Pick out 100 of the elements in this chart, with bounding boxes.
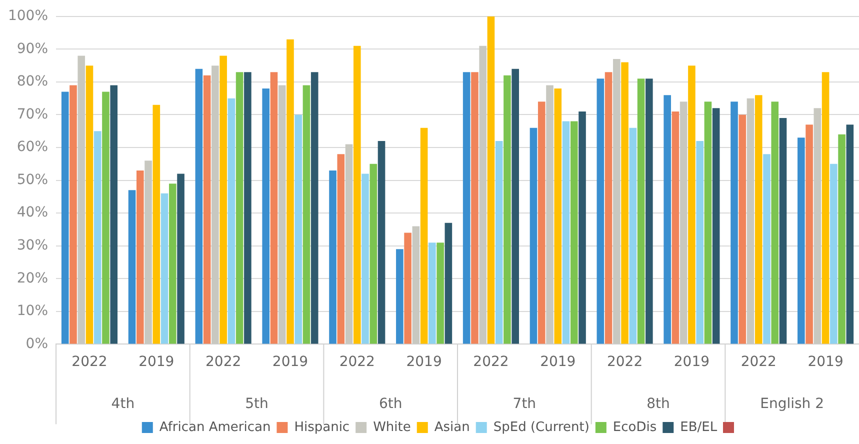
x-tick-label: 2022 (205, 354, 242, 370)
bar (177, 174, 184, 344)
bar (806, 124, 813, 344)
bar (462, 72, 470, 344)
bar (353, 46, 361, 344)
bar (228, 98, 236, 344)
bar (570, 121, 578, 344)
bar (203, 75, 211, 344)
bar (94, 131, 102, 344)
bar (578, 111, 586, 344)
bar (814, 108, 822, 344)
bar (688, 66, 696, 344)
bar (838, 134, 846, 344)
bar (396, 249, 404, 344)
bar (629, 128, 637, 344)
bar (136, 170, 144, 344)
legend-label: SpEd (Current) (493, 420, 590, 435)
bar (262, 88, 270, 344)
bar (152, 104, 160, 344)
text: 4th (111, 396, 135, 412)
bar (212, 66, 219, 344)
bar (613, 59, 620, 344)
bar (680, 102, 688, 344)
bar (822, 72, 830, 344)
bar (128, 190, 136, 344)
bar (270, 72, 278, 344)
bar (244, 72, 252, 344)
legend-label: African American (159, 420, 271, 435)
x-tick-label: 2022 (72, 354, 108, 370)
bar (420, 128, 428, 344)
legend-label: Asian (434, 420, 470, 435)
bar (168, 184, 176, 344)
bar (294, 114, 302, 344)
y-tick-label: 100% (8, 8, 48, 24)
x-tick-label: 2022 (740, 354, 776, 370)
y-tick-label: 30% (16, 238, 48, 254)
bar (278, 85, 286, 344)
bar (404, 232, 412, 344)
bar (337, 154, 345, 344)
x-tick-label: 2022 (339, 354, 375, 370)
bar (738, 114, 746, 344)
bar (495, 140, 503, 344)
bar (754, 95, 762, 344)
bar (763, 154, 770, 344)
bar (444, 222, 452, 344)
legend-label: EB/EL (680, 420, 718, 435)
bar (110, 85, 118, 344)
legend-label: EcoDis (612, 420, 657, 435)
y-tick-label: 10% (16, 303, 48, 320)
bar (712, 108, 720, 344)
y-tick-label: 0% (26, 336, 48, 352)
bar (78, 56, 86, 344)
text: 7th (512, 396, 536, 412)
bar (70, 85, 77, 344)
text: 6th (378, 396, 402, 412)
bar (664, 95, 671, 344)
x-tick-label: 2019 (674, 354, 710, 370)
y-tick-label: 60% (16, 139, 48, 156)
bar (646, 78, 653, 344)
bar (61, 92, 69, 344)
bar (362, 174, 369, 344)
bar (830, 164, 838, 344)
bar (195, 68, 203, 344)
bar (538, 102, 546, 344)
bar (621, 62, 628, 344)
x-tick-label: 2022 (473, 354, 509, 370)
bar (412, 226, 420, 344)
legend-label: Hispanic (294, 420, 350, 435)
bar (370, 164, 378, 344)
bar (487, 16, 495, 344)
y-tick-label: 50% (16, 172, 48, 188)
y-tick-label: 40% (16, 204, 48, 221)
bar (144, 160, 152, 344)
x-tick-label: 2022 (606, 354, 643, 370)
bar (604, 72, 612, 344)
bar (236, 72, 244, 344)
bar (771, 102, 779, 344)
bar (530, 128, 538, 344)
y-tick-label: 80% (16, 74, 48, 90)
bar (436, 242, 444, 344)
bar (696, 140, 704, 344)
bar (345, 144, 353, 344)
bar (704, 102, 712, 344)
bar (504, 75, 511, 344)
bar (746, 98, 754, 344)
bar (160, 193, 168, 344)
bar (637, 78, 645, 344)
bar (102, 92, 110, 344)
bar (479, 46, 486, 344)
bar (471, 72, 478, 344)
x-tick-label: 2019 (272, 354, 308, 370)
bar (220, 56, 227, 344)
x-tick-label: 2019 (540, 354, 576, 370)
bar (798, 138, 805, 344)
bar (779, 118, 787, 344)
text: English 2 (760, 396, 824, 412)
bar (596, 78, 604, 344)
bar (329, 170, 336, 344)
y-tick-label: 90% (16, 40, 48, 57)
x-tick-label: 2019 (808, 354, 844, 370)
